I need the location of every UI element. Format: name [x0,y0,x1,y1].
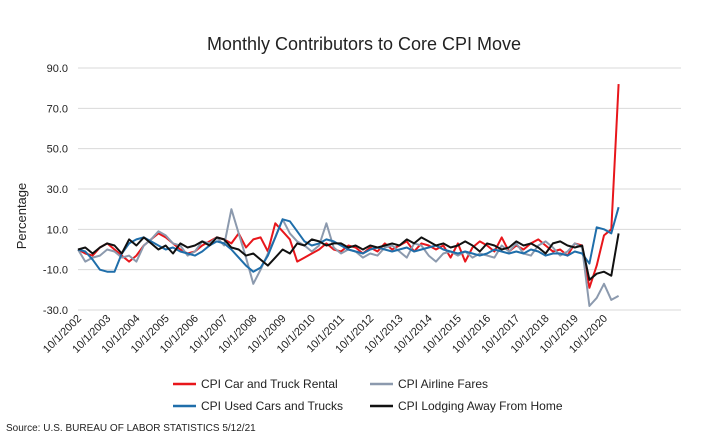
legend-label: CPI Lodging Away From Home [398,399,563,413]
series-line-1 [77,208,620,307]
y-tick-label: 50.0 [47,144,68,156]
legend: CPI Car and Truck Rental CPI Airline Fare… [173,377,563,413]
x-axis-ticks: 10/1/200210/1/200310/1/200410/1/200510/1… [41,313,610,356]
y-axis-ticks: 90.0 70.0 50.0 30.0 10.0 -10.0 -30.0 [43,63,68,317]
gridlines [78,67,681,311]
y-tick-label: -30.0 [43,305,68,317]
y-tick-label: 70.0 [47,103,68,115]
y-tick-label: -10.0 [43,265,68,277]
series-line-0 [77,84,620,289]
legend-label: CPI Airline Fares [398,377,488,391]
series-line-3 [77,233,620,281]
y-tick-label: 10.0 [47,224,68,236]
legend-label: CPI Used Cars and Trucks [201,399,343,413]
source-note: Source: U.S. BUREAU OF LABOR STATISTICS … [6,423,256,434]
chart-title: Monthly Contributors to Core CPI Move [207,34,521,54]
legend-label: CPI Car and Truck Rental [201,377,338,391]
y-tick-label: 30.0 [47,184,68,196]
series-lines [77,84,620,307]
y-tick-label: 90.0 [47,63,68,75]
y-axis-label: Percentage [14,183,29,250]
